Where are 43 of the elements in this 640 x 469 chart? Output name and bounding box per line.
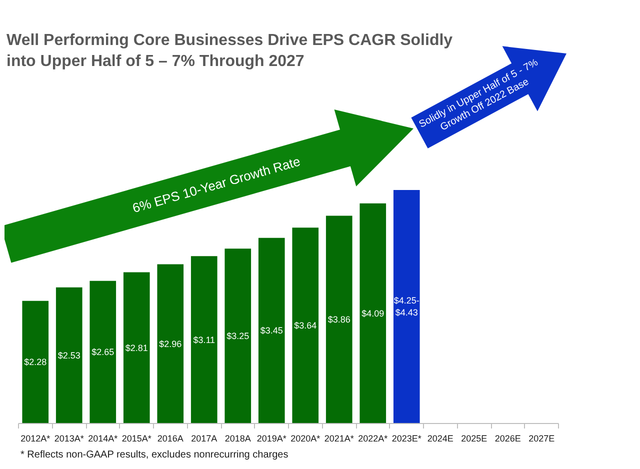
bar [292,228,319,424]
x-tick-label: 2026E [494,434,521,444]
data-label: $3.45 [260,326,283,336]
x-tick-label: 2027E [528,434,555,444]
data-label: $3.25 [226,331,250,342]
x-tick-label: 2016A [157,434,184,444]
x-tick-label: 2022A* [358,434,388,444]
x-tick-label: 2020A* [290,434,321,444]
x-tick-label: 2015A* [122,434,152,444]
chart-title: Well Performing Core Businesses Drive EPS CAGR Solidly into Upper Half of 5 – 7% Through 2027 [6,32,453,70]
data-label: $2.96 [159,338,182,349]
bar [190,256,218,424]
text: * Reflects non-GAAP results, excludes nonrecurring charges [20,450,288,460]
x-tick-label: 2017A [191,434,218,444]
bar [224,248,252,424]
x-tick-label: 2014A* [88,434,118,444]
data-label: $2.28 [24,357,47,368]
data-label: $2.65 [92,347,114,358]
data-label: $3.64 [294,320,317,331]
bar [56,287,82,424]
annotation: 6% EPS 10-Year Growth Rate [130,154,302,216]
x-tick-label: 2021A* [324,434,354,444]
data-label: $4.09 [362,308,384,318]
x-tick-label: 2019A* [256,434,287,444]
bar [326,216,352,424]
x-tick-label: 2012A* [20,434,51,444]
bar [393,190,420,424]
bar [157,264,184,424]
data-label: $3.11 [193,334,216,345]
x-tick-label: 2018A [224,434,251,444]
x-tick-label: 2023E* [392,434,422,444]
x-tick-label: 2024E [427,434,454,444]
x-tick-label: 2025E [461,434,488,444]
data-label: $2.53 [58,350,80,360]
bar [90,280,116,424]
data-label: $3.86 [328,314,350,325]
data-label: $2.81 [125,342,148,353]
bar [258,238,285,424]
bar [360,203,386,424]
bar [123,272,150,424]
bar [22,300,49,424]
x-tick-label: 2013A* [54,434,84,444]
data-label: $4.25- $4.43 [394,296,420,318]
